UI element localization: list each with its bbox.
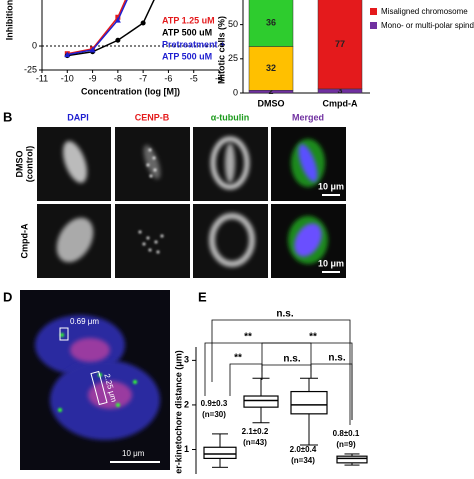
- measure-label: 0.69 μm: [70, 317, 99, 326]
- column-label: α-tubulin: [211, 112, 250, 122]
- value-label: 36: [266, 18, 276, 28]
- x-tick-label: Cmpd-A: [323, 98, 358, 108]
- value-label: 32: [266, 63, 276, 73]
- curve: [67, 0, 128, 56]
- y-tick-label: 25: [228, 53, 238, 63]
- bar-segment: [248, 0, 294, 47]
- significance-bracket: [229, 363, 263, 396]
- box: [243, 395, 279, 408]
- stat-label: 0.9±0.3: [201, 399, 228, 408]
- scale-bar-label: 10 μm: [318, 181, 344, 191]
- legend-label: ATP 1.25 uM: [162, 15, 215, 25]
- column-label: DAPI: [67, 112, 89, 122]
- row-label: DMSO: [14, 151, 24, 178]
- significance-bracket: [310, 363, 353, 420]
- column-label: CENP-B: [135, 112, 170, 122]
- box: [203, 446, 237, 460]
- stat-label: (n=9): [336, 440, 356, 449]
- x-tick-label: -5: [190, 73, 198, 83]
- curve: [67, 0, 127, 55]
- scale-bar-label: 10 μm: [318, 258, 344, 268]
- x-tick-label: -11: [36, 73, 48, 83]
- y-axis-title: Inhibition: [4, 0, 14, 40]
- panel-d-image: [20, 290, 170, 470]
- legend-swatch: [370, 22, 377, 29]
- legend-label: ATP 500 uM: [162, 27, 212, 37]
- point: [114, 17, 121, 23]
- legend-label: Pretreatment +: [162, 39, 225, 49]
- y-tick-label: 3: [184, 355, 189, 365]
- y-axis-title: Mitotic cells (%): [216, 16, 226, 84]
- legend-label: ATP 500 uM: [162, 51, 212, 61]
- significance-label: **: [309, 332, 317, 343]
- x-tick-label: -10: [61, 73, 74, 83]
- stat-label: (n=43): [243, 438, 267, 447]
- y-tick-label: 0: [32, 40, 37, 50]
- point: [115, 37, 121, 43]
- y-tick-label: -25: [24, 64, 37, 74]
- value-label: 3: [337, 85, 342, 95]
- y-tick-label: 0: [233, 87, 238, 97]
- scale-bar-label: 10 μm: [122, 449, 145, 458]
- y-tick-label: 50: [228, 19, 238, 29]
- x-tick-label: -7: [139, 73, 147, 83]
- stat-label: 2.0±0.4: [290, 445, 317, 454]
- row-label: (control): [24, 146, 34, 183]
- stat-label: (n=30): [202, 410, 226, 419]
- significance-label: **: [234, 353, 242, 364]
- column-label: Merged: [292, 112, 324, 122]
- legend-swatch: [370, 8, 377, 15]
- panel-b-images: [37, 127, 346, 278]
- x-tick-label: -9: [89, 73, 97, 83]
- point: [64, 51, 71, 58]
- point: [140, 20, 146, 26]
- y-axis-title: er-kinetochore distance (μm): [173, 350, 183, 474]
- x-tick-label: -4: [215, 73, 223, 83]
- panel-letter: B: [3, 109, 12, 124]
- value-label: 77: [335, 39, 345, 49]
- x-axis-title: Concentration (log [M]): [81, 86, 180, 96]
- x-tick-label: -8: [114, 73, 122, 83]
- legend-label: Misaligned chromosome: [381, 7, 468, 16]
- y-tick-label: 1: [184, 444, 189, 454]
- panel-letter: D: [3, 289, 12, 304]
- point: [89, 46, 96, 53]
- significance-label: n.s.: [328, 353, 345, 364]
- significance-bracket: [204, 342, 312, 396]
- x-tick-label: DMSO: [258, 98, 285, 108]
- stat-label: (n=34): [291, 456, 315, 465]
- significance-bracket: [211, 319, 351, 425]
- stat-label: 2.1±0.2: [242, 427, 269, 436]
- legend-label: Mono- or multi-polar spindle: [381, 21, 474, 30]
- bar-segment: [317, 0, 363, 90]
- box: [290, 390, 328, 415]
- stat-label: 0.8±0.1: [333, 429, 360, 438]
- bar-segment: [248, 46, 294, 91]
- significance-label: n.s.: [276, 309, 293, 320]
- box: [336, 455, 368, 464]
- row-label: Cmpd-A: [19, 223, 29, 258]
- significance-label: n.s.: [283, 354, 300, 365]
- plot-area: [64, 0, 155, 59]
- curve: [67, 0, 155, 57]
- panel-letter: E: [198, 289, 207, 304]
- x-tick-label: -6: [164, 73, 172, 83]
- significance-label: **: [244, 332, 252, 343]
- y-tick-label: 2: [184, 399, 189, 409]
